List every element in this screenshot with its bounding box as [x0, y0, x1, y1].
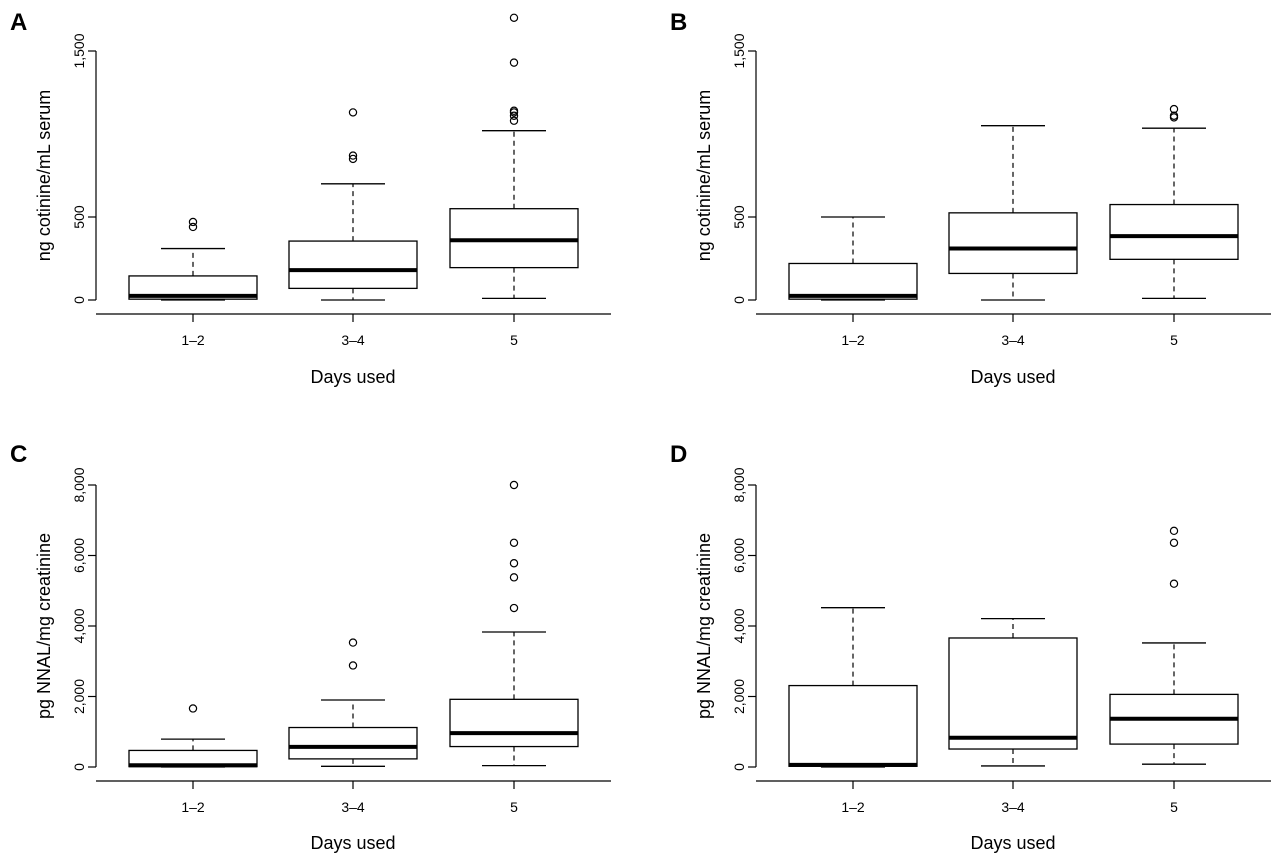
- outlier-point: [1169, 538, 1179, 548]
- iqr-box: [788, 684, 918, 767]
- panel-b: B 0 500 1,500 ng cotinine/mL serum 1–2 3–4 5 Day…: [670, 9, 1271, 387]
- x-tick-label: 3–4: [1001, 332, 1025, 348]
- outlier-point: [348, 151, 358, 160]
- y-tick-label: 6,000: [71, 538, 87, 573]
- y-tick-label: 6,000: [731, 538, 747, 573]
- y-tick-label: 0: [731, 296, 747, 304]
- y-tick-label: 0: [71, 763, 87, 771]
- iqr-box: [288, 726, 418, 760]
- panel-letter: C: [10, 441, 27, 468]
- x-tick-label: 5: [510, 332, 518, 348]
- iqr-box: [449, 208, 579, 269]
- y-axis-title: ng cotinine/mL serum: [34, 90, 54, 261]
- iqr-box: [128, 275, 258, 300]
- y-tick-label: 8,000: [731, 467, 747, 502]
- outlier-point: [509, 106, 519, 115]
- iqr-box: [449, 698, 579, 748]
- box-3: [449, 480, 579, 767]
- y-tick-label: 1,500: [731, 33, 747, 68]
- y-tick-label: 1,500: [71, 33, 87, 68]
- box-3: [449, 13, 579, 299]
- outlier-point: [188, 222, 198, 232]
- panel-letter: B: [670, 9, 687, 36]
- iqr-box: [788, 262, 918, 300]
- y-tick-label: 500: [731, 205, 747, 229]
- box-1: [128, 704, 258, 768]
- outlier-point: [348, 638, 358, 647]
- outlier-point: [509, 111, 519, 120]
- panel-letter: A: [10, 9, 27, 36]
- iqr-box: [1109, 203, 1239, 260]
- x-tick-label: 1–2: [181, 332, 205, 348]
- x-tick-label: 3–4: [341, 799, 365, 815]
- x-axis-title: Days used: [970, 367, 1055, 387]
- x-tick-label: 5: [1170, 799, 1178, 815]
- panel-a: A 0 500 1,500 ng cotinine/mL serum 1–2 3–4 5 Day…: [10, 9, 611, 387]
- y-tick-label: 500: [71, 205, 87, 229]
- y-axis-title: ng cotinine/mL serum: [694, 90, 714, 261]
- box-1: [128, 217, 258, 301]
- outlier-point: [509, 480, 519, 490]
- outlier-point: [1169, 526, 1179, 536]
- outlier-point: [509, 573, 519, 582]
- x-tick-label: 1–2: [841, 332, 865, 348]
- outlier-point: [1169, 104, 1179, 114]
- outlier-point: [348, 154, 358, 164]
- x-tick-label: 1–2: [841, 799, 865, 815]
- box-3: [1109, 526, 1239, 765]
- outlier-point: [348, 661, 358, 670]
- y-tick-label: 2,000: [731, 679, 747, 714]
- x-tick-label: 1–2: [181, 799, 205, 815]
- y-tick-label: 4,000: [71, 608, 87, 643]
- y-tick-label: 0: [71, 296, 87, 304]
- box-2: [948, 617, 1078, 767]
- y-tick-label: 2,000: [71, 679, 87, 714]
- y-tick-label: 4,000: [731, 608, 747, 643]
- outlier-point: [509, 58, 519, 67]
- y-axis-title: pg NNAL/mg creatinine: [694, 533, 714, 719]
- iqr-box: [948, 212, 1078, 275]
- x-axis-title: Days used: [970, 833, 1055, 853]
- box-2: [288, 638, 418, 767]
- panel-d: D 0 2,000 4,000 6,000 8,000 pg NNAL/mg creatin…: [670, 441, 1271, 853]
- outlier-point: [188, 217, 198, 227]
- box-1: [788, 607, 918, 768]
- x-tick-label: 3–4: [1001, 799, 1025, 815]
- outlier-point: [348, 108, 358, 117]
- outlier-point: [509, 538, 519, 548]
- y-axis-title: pg NNAL/mg creatinine: [34, 533, 54, 719]
- box-1: [788, 216, 918, 301]
- iqr-box: [948, 637, 1078, 750]
- box-2: [948, 125, 1078, 301]
- outlier-point: [1169, 579, 1179, 588]
- outlier-point: [188, 704, 198, 713]
- y-tick-label: 0: [731, 763, 747, 771]
- outlier-point: [509, 559, 519, 568]
- outlier-point: [509, 603, 519, 613]
- outlier-point: [509, 116, 519, 125]
- x-tick-label: 5: [510, 799, 518, 815]
- x-tick-label: 5: [1170, 332, 1178, 348]
- panel-letter: D: [670, 441, 687, 468]
- box-2: [288, 108, 418, 301]
- x-tick-label: 3–4: [341, 332, 365, 348]
- box-3: [1109, 104, 1239, 299]
- x-axis-title: Days used: [310, 367, 395, 387]
- y-tick-label: 8,000: [71, 467, 87, 502]
- outlier-point: [509, 13, 519, 22]
- x-axis-title: Days used: [310, 833, 395, 853]
- panel-c: C 0 2,000 4,000 6,000 8,000 pg NNAL/mg creatin…: [10, 441, 611, 853]
- iqr-box: [288, 240, 418, 290]
